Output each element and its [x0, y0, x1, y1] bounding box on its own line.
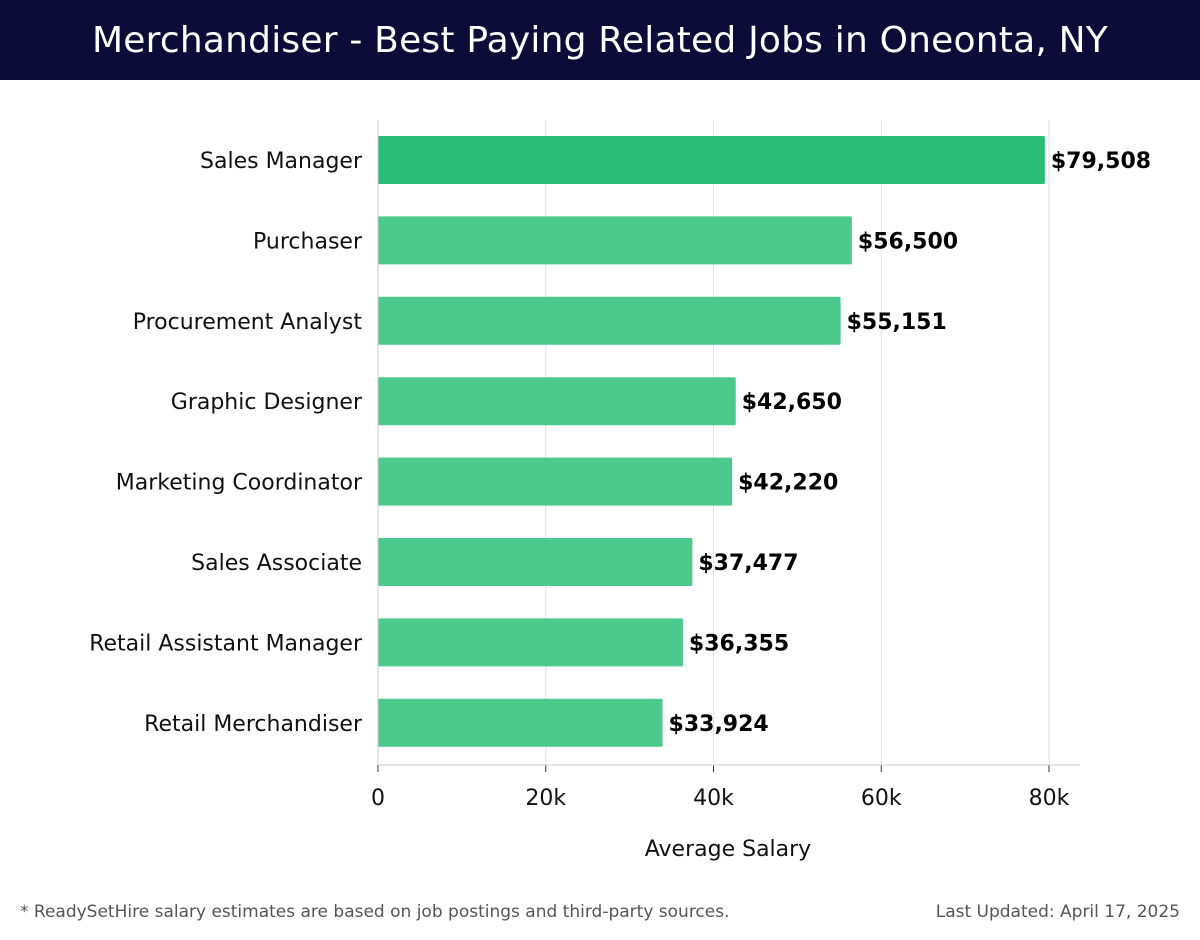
footer-note: * ReadySetHire salary estimates are base…: [20, 902, 730, 922]
bars: [378, 136, 1045, 747]
bar: [378, 136, 1045, 184]
x-tick-label: 20k: [525, 786, 566, 811]
bar: [378, 457, 733, 506]
salary-bar-chart: Sales Manager $79,508 Purchaser $56,500 Proc…: [89, 120, 1151, 862]
category-label: Purchaser: [253, 229, 363, 254]
x-axis: 0 20k 40k 60k 80k: [371, 120, 1080, 811]
bar: [378, 296, 841, 345]
category-label: Sales Manager: [200, 149, 363, 174]
category-label: Retail Assistant Manager: [89, 631, 363, 656]
chart-title: Merchandiser - Best Paying Related Jobs …: [92, 19, 1108, 61]
bar: [378, 618, 683, 667]
bar: [378, 377, 736, 426]
category-label: Retail Merchandiser: [144, 712, 363, 737]
x-tick-label: 40k: [693, 786, 734, 811]
value-label: $79,508: [1051, 149, 1151, 174]
bar: [378, 216, 852, 265]
title-bar: Merchandiser - Best Paying Related Jobs …: [0, 0, 1200, 80]
category-label: Sales Associate: [191, 551, 362, 576]
value-label: $37,477: [698, 551, 798, 576]
category-label: Procurement Analyst: [133, 310, 363, 335]
value-label: $55,151: [847, 310, 947, 335]
labels: Sales Manager $79,508 Purchaser $56,500 Proc…: [89, 149, 1151, 737]
category-label: Graphic Designer: [171, 390, 363, 415]
value-label: $33,924: [669, 712, 769, 737]
x-tick-label: 80k: [1029, 786, 1070, 811]
value-label: $42,650: [742, 390, 842, 415]
value-label: $42,220: [738, 471, 838, 496]
last-updated: Last Updated: April 17, 2025: [935, 902, 1180, 922]
value-label: $36,355: [689, 631, 789, 656]
value-label: $56,500: [858, 229, 958, 254]
bar: [378, 698, 663, 747]
x-tick-label: 60k: [861, 786, 902, 811]
bar: [378, 538, 693, 586]
category-label: Marketing Coordinator: [116, 471, 363, 496]
x-axis-title: Average Salary: [645, 837, 811, 862]
x-tick-label: 0: [371, 786, 385, 811]
